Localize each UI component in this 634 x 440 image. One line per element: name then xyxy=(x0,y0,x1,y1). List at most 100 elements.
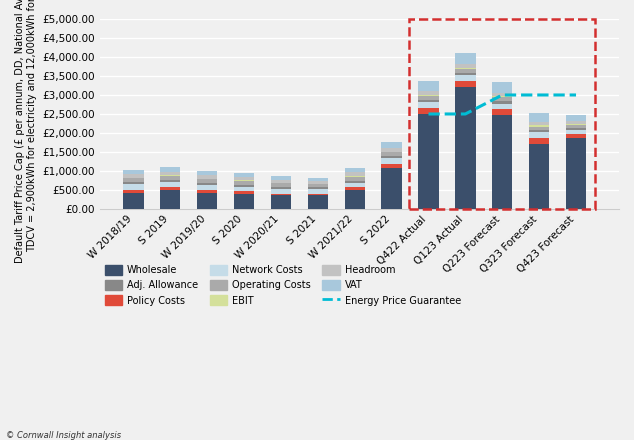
Bar xyxy=(307,187,328,189)
Bar xyxy=(123,184,143,190)
Bar xyxy=(455,88,476,209)
Bar xyxy=(307,184,328,187)
Bar xyxy=(418,107,439,114)
Bar xyxy=(344,181,365,183)
Bar xyxy=(160,175,181,176)
Bar xyxy=(566,130,586,134)
Bar xyxy=(455,64,476,68)
Bar xyxy=(382,164,402,168)
Bar xyxy=(529,122,549,125)
Bar xyxy=(234,194,254,209)
Bar xyxy=(344,183,365,187)
Bar xyxy=(234,185,254,187)
Bar xyxy=(123,193,143,209)
Bar xyxy=(382,156,402,158)
Bar xyxy=(566,124,586,125)
Bar xyxy=(455,81,476,88)
Bar xyxy=(455,69,476,73)
Bar xyxy=(271,176,291,180)
Bar xyxy=(197,171,217,175)
Bar xyxy=(382,168,402,209)
Bar xyxy=(307,181,328,184)
Bar xyxy=(344,177,365,181)
Bar xyxy=(492,96,512,97)
Bar xyxy=(307,194,328,195)
Bar xyxy=(492,109,512,115)
Text: © Cornwall Insight analysis: © Cornwall Insight analysis xyxy=(6,431,122,440)
Bar xyxy=(382,152,402,156)
Bar xyxy=(160,172,181,175)
Bar xyxy=(271,194,291,195)
Bar xyxy=(271,183,291,187)
Bar xyxy=(492,82,512,93)
Bar xyxy=(529,129,549,132)
Bar xyxy=(234,181,254,185)
Bar xyxy=(418,81,439,91)
Bar xyxy=(529,125,549,127)
Bar xyxy=(197,193,217,209)
Y-axis label: Default Tariff Price Cap (£ per annum, DD, National Average)
TDCV = 2,900kWh for: Default Tariff Price Cap (£ per annum, D… xyxy=(15,0,37,263)
Bar xyxy=(271,195,291,209)
Bar xyxy=(418,100,439,102)
Bar xyxy=(160,182,181,187)
Bar xyxy=(566,138,586,209)
Bar xyxy=(418,91,439,95)
Bar xyxy=(234,180,254,181)
Bar xyxy=(197,179,217,180)
Bar xyxy=(234,172,254,177)
Bar xyxy=(234,191,254,194)
Bar xyxy=(418,96,439,100)
Bar xyxy=(271,189,291,194)
Bar xyxy=(160,167,181,172)
Bar xyxy=(492,102,512,103)
Bar xyxy=(492,103,512,109)
Bar xyxy=(382,158,402,164)
Bar xyxy=(160,190,181,209)
Bar xyxy=(418,95,439,96)
Bar xyxy=(160,187,181,190)
Bar xyxy=(160,180,181,182)
Bar xyxy=(197,185,217,190)
Bar xyxy=(234,187,254,191)
Bar xyxy=(492,93,512,96)
Bar xyxy=(344,176,365,177)
Bar xyxy=(344,172,365,176)
Bar xyxy=(123,170,143,174)
Bar xyxy=(566,134,586,138)
Bar xyxy=(234,177,254,180)
Bar xyxy=(455,75,476,81)
Bar xyxy=(344,168,365,172)
Bar xyxy=(344,187,365,191)
Bar xyxy=(492,97,512,102)
Bar xyxy=(307,178,328,181)
Bar xyxy=(566,121,586,124)
Bar xyxy=(418,102,439,107)
Bar xyxy=(455,73,476,75)
Bar xyxy=(455,53,476,64)
Bar xyxy=(197,180,217,183)
Bar xyxy=(197,190,217,193)
Bar xyxy=(455,68,476,69)
Bar xyxy=(197,183,217,185)
Bar xyxy=(271,187,291,189)
Bar xyxy=(529,127,549,129)
Bar xyxy=(123,190,143,193)
Legend: Wholesale, Adj. Allowance, Policy Costs, Network Costs, Operating Costs, EBIT, H: Wholesale, Adj. Allowance, Policy Costs,… xyxy=(105,265,461,306)
Bar xyxy=(529,132,549,138)
Bar xyxy=(160,176,181,180)
Bar xyxy=(409,19,595,209)
Bar xyxy=(271,180,291,183)
Bar xyxy=(344,191,365,209)
Bar xyxy=(307,189,328,194)
Bar xyxy=(307,195,328,209)
Bar xyxy=(197,175,217,179)
Bar xyxy=(492,115,512,209)
Bar xyxy=(123,178,143,182)
Bar xyxy=(529,138,549,143)
Bar xyxy=(382,148,402,152)
Bar xyxy=(418,114,439,209)
Bar xyxy=(382,142,402,148)
Bar xyxy=(123,182,143,184)
Bar xyxy=(566,115,586,121)
Bar xyxy=(123,174,143,178)
